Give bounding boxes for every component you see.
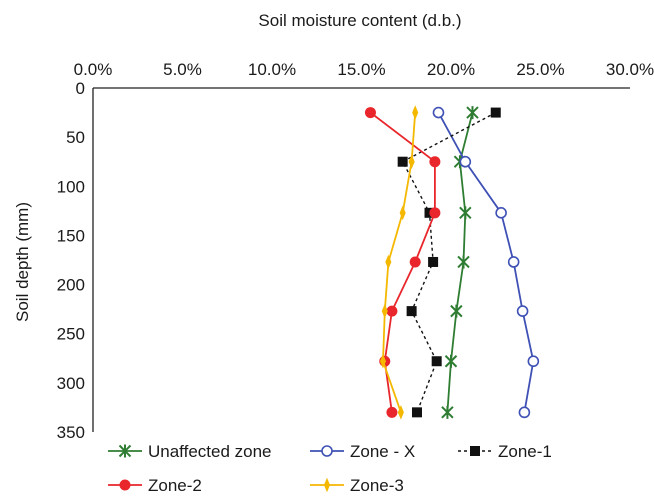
- series-zone-x: [432, 106, 540, 419]
- data-point-unaffected-zone: [441, 405, 454, 419]
- legend: Unaffected zone Zone - X Zone-1 Zone-2 Zone-…: [108, 442, 552, 495]
- data-point-zone-1: [411, 407, 422, 418]
- data-point-unaffected-zone: [466, 106, 479, 120]
- x-tick-label: 15.0%: [337, 60, 385, 79]
- series-zone-3: [379, 105, 419, 420]
- data-point-zone-2: [429, 207, 441, 219]
- x-tick-labels: 0.0% 5.0% 10.0% 15.0% 20.0% 25.0% 30.0%: [74, 60, 654, 79]
- data-point-zone-3: [381, 303, 388, 319]
- data-point-zone-x: [432, 106, 445, 119]
- x-tick-label: 10.0%: [248, 60, 296, 79]
- legend-item-zone-1: Zone-1: [458, 442, 552, 461]
- legend-item-zone-x: Zone - X: [310, 442, 415, 461]
- data-point-zone-1: [428, 256, 439, 267]
- legend-marker: [470, 446, 480, 456]
- y-tick-label: 250: [57, 325, 85, 344]
- data-point-unaffected-zone: [457, 255, 470, 269]
- data-point-unaffected-zone: [450, 304, 463, 318]
- data-point-unaffected-zone: [459, 206, 472, 220]
- x-tick-label: 20.0%: [427, 60, 475, 79]
- data-point-zone-1: [406, 306, 417, 317]
- legend-item-unaffected-zone: Unaffected zone: [108, 442, 272, 461]
- y-tick-label: 150: [57, 226, 85, 245]
- data-point-zone-x: [459, 155, 472, 168]
- y-tick-label: 350: [57, 423, 85, 442]
- legend-label: Zone-2: [148, 476, 202, 495]
- data-point-zone-2: [386, 406, 398, 418]
- legend-item-zone-2: Zone-2: [108, 476, 202, 495]
- legend-marker: [119, 479, 131, 491]
- data-point-zone-2: [429, 156, 441, 168]
- x-tick-label: 0.0%: [74, 60, 113, 79]
- y-tick-label: 300: [57, 374, 85, 393]
- x-tick-label: 30.0%: [606, 60, 654, 79]
- legend-label: Zone-1: [498, 442, 552, 461]
- data-point-zone-3: [385, 254, 392, 270]
- data-point-zone-1: [397, 156, 408, 167]
- y-tick-label: 50: [66, 128, 85, 147]
- data-point-zone-3: [412, 105, 419, 120]
- data-point-zone-3: [399, 205, 406, 221]
- data-point-zone-x: [527, 355, 540, 368]
- y-tick-label: 0: [76, 79, 85, 98]
- data-point-zone-x: [518, 406, 531, 419]
- x-tick-label: 25.0%: [516, 60, 564, 79]
- y-tick-labels: 0 50 100 150 200 250 300 350: [57, 79, 85, 442]
- data-point-zone-2: [364, 107, 376, 119]
- x-tick-label: 5.0%: [163, 60, 202, 79]
- data-point-zone-1: [490, 107, 501, 118]
- legend-marker: [321, 445, 333, 457]
- y-axis-title: Soil depth (mm): [13, 202, 32, 322]
- axes: [92, 87, 630, 432]
- data-point-zone-2: [386, 305, 398, 317]
- data-point-zone-x: [516, 305, 529, 317]
- y-tick-label: 100: [57, 177, 85, 196]
- x-axis-title: Soil moisture content (d.b.): [258, 11, 461, 30]
- legend-marker: [118, 444, 132, 458]
- legend-label: Zone-3: [350, 476, 404, 495]
- legend-marker: [323, 477, 331, 493]
- data-point-unaffected-zone: [444, 354, 458, 368]
- data-point-zone-3: [379, 353, 387, 369]
- y-tick-label: 200: [57, 276, 85, 295]
- data-point-zone-x: [507, 256, 520, 268]
- data-point-zone-3: [397, 405, 404, 420]
- data-point-zone-2: [409, 256, 421, 268]
- legend-label: Unaffected zone: [148, 442, 272, 461]
- legend-item-zone-3: Zone-3: [310, 476, 404, 495]
- data-point-zone-1: [431, 356, 442, 367]
- data-point-zone-3: [408, 154, 415, 170]
- series-layer: [364, 105, 540, 420]
- legend-label: Zone - X: [350, 442, 415, 461]
- data-point-zone-x: [495, 207, 507, 219]
